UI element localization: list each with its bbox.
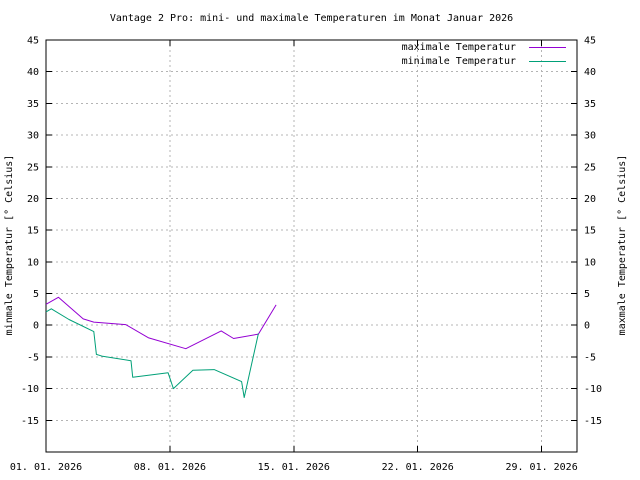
y-tick-label-right: 10: [584, 257, 596, 268]
y-tick-label-left: -15: [21, 416, 39, 427]
x-tick-label: 22. 01. 2026: [382, 462, 454, 473]
y-tick-label-right: -5: [584, 352, 596, 363]
x-tick-label: 29. 01. 2026: [505, 462, 577, 473]
y-tick-label-left: 20: [27, 194, 39, 205]
y-tick-label-right: -10: [584, 384, 602, 395]
y-tick-label-right: 0: [584, 321, 590, 332]
y-tick-label-left: 40: [27, 67, 39, 78]
min-temperature-line: [45, 308, 259, 398]
legend-label: minimale Temperatur: [401, 55, 516, 67]
y-tick-label-left: 10: [27, 257, 39, 268]
y-tick-label-left: -5: [27, 352, 39, 363]
y-tick-label-left: 15: [27, 226, 39, 237]
y-axis-label-left: minmale Temperatur [° Celsius]: [4, 154, 15, 336]
y-tick-label-right: 5: [584, 289, 590, 300]
y-axis-label-right: maxmale Temperatur [° Celsius]: [617, 154, 628, 336]
y-tick-label-left: 0: [33, 321, 39, 332]
legend-row: maximale Temperatur: [402, 40, 566, 54]
y-tick-label-right: 45: [584, 36, 596, 47]
y-tick-label-left: 5: [33, 289, 39, 300]
legend-label: maximale Temperatur: [401, 41, 516, 53]
x-tick-label: 01. 01. 2026: [10, 462, 82, 473]
x-tick-label: 08. 01. 2026: [134, 462, 206, 473]
y-tick-label-left: -10: [21, 384, 39, 395]
y-tick-label-left: 30: [27, 131, 39, 142]
y-tick-label-left: 25: [27, 162, 39, 173]
y-tick-label-left: 35: [27, 99, 39, 110]
legend-row: minimale Temperatur: [402, 54, 566, 68]
chart-title: Vantage 2 Pro: mini- und maximale Temper…: [109, 13, 514, 24]
max-temperature-line: [45, 296, 277, 350]
y-tick-label-right: 35: [584, 99, 596, 110]
y-tick-label-right: 40: [584, 67, 596, 78]
legend-line-sample: [529, 60, 566, 62]
legend: maximale Temperatur minimale Temperatur: [402, 40, 566, 68]
y-tick-label-right: -15: [584, 416, 602, 427]
plot-border: [45, 39, 578, 453]
y-tick-label-right: 15: [584, 226, 596, 237]
y-tick-label-left: 45: [27, 36, 39, 47]
y-tick-label-right: 25: [584, 162, 596, 173]
y-tick-label-right: 20: [584, 194, 596, 205]
x-tick-label: 15. 01. 2026: [258, 462, 330, 473]
y-tick-label-right: 30: [584, 131, 596, 142]
legend-line-sample: [529, 46, 566, 48]
